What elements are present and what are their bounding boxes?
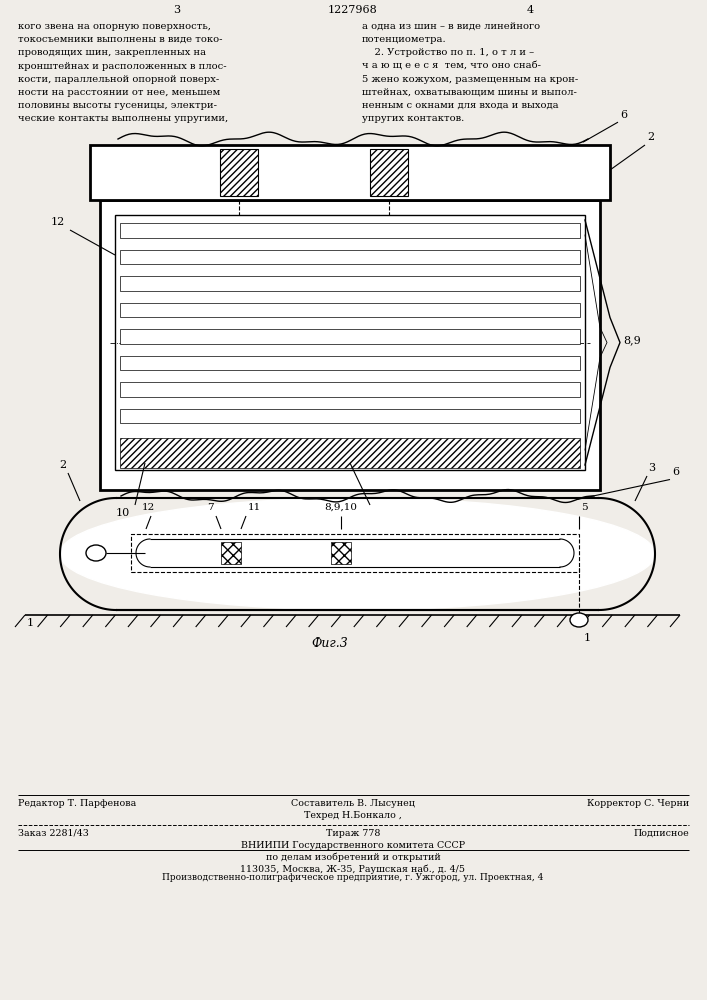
Text: 113035, Москва, Ж-35, Раушская наб., д. 4/5: 113035, Москва, Ж-35, Раушская наб., д. … bbox=[240, 865, 465, 874]
Bar bbox=[120, 249, 580, 264]
Text: ческие контакты выполнены упругими,: ческие контакты выполнены упругими, bbox=[18, 114, 228, 123]
Bar bbox=[120, 438, 580, 468]
Text: упругих контактов.: упругих контактов. bbox=[362, 114, 464, 123]
Bar bbox=[131, 534, 579, 572]
Text: 7: 7 bbox=[207, 503, 214, 512]
Bar bbox=[90, 145, 610, 200]
Text: ности на расстоянии от нее, меньшем: ности на расстоянии от нее, меньшем bbox=[18, 88, 221, 97]
Bar bbox=[220, 149, 258, 196]
Text: Редактор Т. Парфенова: Редактор Т. Парфенова bbox=[18, 799, 136, 808]
Bar bbox=[120, 302, 580, 317]
Text: 2. Устройство по п. 1, о т л и –: 2. Устройство по п. 1, о т л и – bbox=[362, 48, 534, 57]
Bar bbox=[331, 542, 351, 564]
Text: 6: 6 bbox=[620, 110, 627, 120]
Text: по делам изобретений и открытий: по делам изобретений и открытий bbox=[266, 852, 440, 861]
Text: 1: 1 bbox=[584, 633, 591, 643]
Text: Составитель В. Лысунец: Составитель В. Лысунец bbox=[291, 799, 415, 808]
Bar bbox=[120, 382, 580, 397]
Text: 6: 6 bbox=[672, 467, 679, 477]
Text: 10: 10 bbox=[116, 508, 130, 518]
Text: токосъемники выполнены в виде токо-: токосъемники выполнены в виде токо- bbox=[18, 35, 223, 44]
Ellipse shape bbox=[60, 498, 655, 610]
Text: Фиг.2: Фиг.2 bbox=[291, 520, 328, 533]
Text: 12: 12 bbox=[51, 217, 65, 227]
Text: 12: 12 bbox=[141, 503, 155, 512]
Text: кого звена на опорную поверхность,: кого звена на опорную поверхность, bbox=[18, 22, 211, 31]
Bar bbox=[120, 356, 580, 370]
Text: 3: 3 bbox=[173, 5, 180, 15]
Text: Тираж 778: Тираж 778 bbox=[326, 829, 380, 838]
Bar bbox=[120, 329, 580, 344]
Text: проводящих шин, закрепленных на: проводящих шин, закрепленных на bbox=[18, 48, 206, 57]
Text: штейнах, охватывающим шины и выпол-: штейнах, охватывающим шины и выпол- bbox=[362, 88, 577, 97]
Bar bbox=[115, 215, 585, 470]
Text: 5: 5 bbox=[581, 503, 588, 512]
Text: Производственно-полиграфическое предприятие, г. Ужгород, ул. Проектная, 4: Производственно-полиграфическое предприя… bbox=[163, 873, 544, 882]
Text: Фиг.3: Фиг.3 bbox=[312, 637, 349, 650]
Bar bbox=[370, 149, 408, 196]
Bar bbox=[120, 408, 580, 423]
Text: Корректор С. Черни: Корректор С. Черни bbox=[587, 799, 689, 808]
Text: 11: 11 bbox=[248, 503, 262, 512]
Text: 1227968: 1227968 bbox=[328, 5, 378, 15]
Text: ВНИИПИ Государственного комитета СССР: ВНИИПИ Государственного комитета СССР bbox=[241, 841, 465, 850]
Bar bbox=[120, 223, 580, 238]
Text: кости, параллельной опорной поверх-: кости, параллельной опорной поверх- bbox=[18, 75, 219, 84]
Text: 2: 2 bbox=[647, 132, 654, 142]
Text: кронштейнах и расположенных в плос-: кронштейнах и расположенных в плос- bbox=[18, 62, 227, 71]
Text: 7: 7 bbox=[372, 508, 379, 518]
Text: 5 жено кожухом, размещенным на крон-: 5 жено кожухом, размещенным на крон- bbox=[362, 75, 578, 84]
Text: 1: 1 bbox=[27, 618, 34, 628]
Text: половины высоты гусеницы, электри-: половины высоты гусеницы, электри- bbox=[18, 101, 217, 110]
Ellipse shape bbox=[570, 613, 588, 627]
Bar bbox=[120, 276, 580, 291]
Bar bbox=[100, 200, 600, 490]
Bar bbox=[221, 542, 241, 564]
Text: 8,9: 8,9 bbox=[623, 336, 641, 346]
Text: 4: 4 bbox=[527, 5, 534, 15]
Text: ненным с окнами для входа и выхода: ненным с окнами для входа и выхода bbox=[362, 101, 559, 110]
Text: 2: 2 bbox=[59, 460, 66, 470]
Text: 8,9,10: 8,9,10 bbox=[325, 503, 358, 512]
Text: ч а ю щ е е с я  тем, что оно снаб-: ч а ю щ е е с я тем, что оно снаб- bbox=[362, 62, 541, 71]
Text: потенциометра.: потенциометра. bbox=[362, 35, 447, 44]
Text: Техред Н.Бонкало ,: Техред Н.Бонкало , bbox=[304, 811, 402, 820]
Ellipse shape bbox=[86, 545, 106, 561]
Text: 3: 3 bbox=[648, 463, 655, 473]
Text: Заказ 2281/43: Заказ 2281/43 bbox=[18, 829, 89, 838]
Text: Подписное: Подписное bbox=[633, 829, 689, 838]
Text: а одна из шин – в виде линейного: а одна из шин – в виде линейного bbox=[362, 22, 540, 31]
